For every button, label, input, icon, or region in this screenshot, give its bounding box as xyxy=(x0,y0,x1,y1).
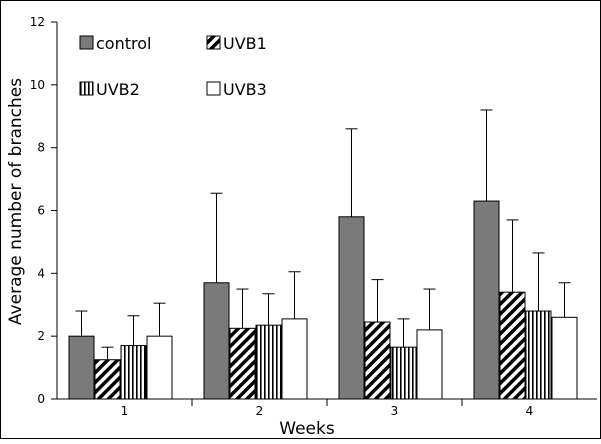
y-tick-label: 10 xyxy=(30,78,45,92)
bar-uvb1-week-3 xyxy=(364,321,391,400)
y-tick-label: 0 xyxy=(37,392,45,406)
bar-uvb3-week-1 xyxy=(146,335,173,400)
y-tick-label: 4 xyxy=(37,266,45,280)
bar-control-week-1 xyxy=(68,335,95,400)
bar-uvb1-week-4 xyxy=(499,291,526,400)
bar-control-week-3 xyxy=(338,216,365,400)
x-tick-label: 3 xyxy=(391,404,399,418)
legend-label-uvb2: UVB2 xyxy=(96,80,140,99)
y-tick-label: 2 xyxy=(37,329,45,343)
x-axis-title: Weeks xyxy=(279,419,335,439)
bar-control-week-2 xyxy=(203,282,230,400)
legend-swatch-uvb2 xyxy=(79,81,94,96)
legend-label-uvb3: UVB3 xyxy=(223,80,267,99)
bar-uvb2-week-3 xyxy=(390,346,417,400)
y-tick-label: 6 xyxy=(37,204,45,218)
x-tick-label: 4 xyxy=(526,404,534,418)
legend-swatch-uvb1 xyxy=(206,35,221,50)
y-tick-label: 12 xyxy=(30,15,45,29)
legend-swatch-control xyxy=(79,35,94,50)
bar-uvb1-week-2 xyxy=(229,327,256,400)
legend-swatch-uvb3 xyxy=(206,81,221,96)
bar-uvb3-week-3 xyxy=(416,329,443,400)
legend-label-uvb1: UVB1 xyxy=(223,34,267,53)
bar-uvb3-week-2 xyxy=(281,318,308,400)
bar-uvb2-week-1 xyxy=(120,345,147,400)
bar-control-week-4 xyxy=(473,200,500,400)
bar-uvb2-week-2 xyxy=(255,324,282,400)
y-axis-title: Average number of branches xyxy=(6,78,26,325)
x-tick-label: 1 xyxy=(121,404,129,418)
bar-uvb2-week-4 xyxy=(525,310,552,400)
legend-label-control: control xyxy=(96,34,151,53)
bar-uvb1-week-1 xyxy=(94,359,121,400)
bar-uvb3-week-4 xyxy=(551,316,578,400)
y-tick-label: 8 xyxy=(37,141,45,155)
x-tick-label: 2 xyxy=(256,404,264,418)
